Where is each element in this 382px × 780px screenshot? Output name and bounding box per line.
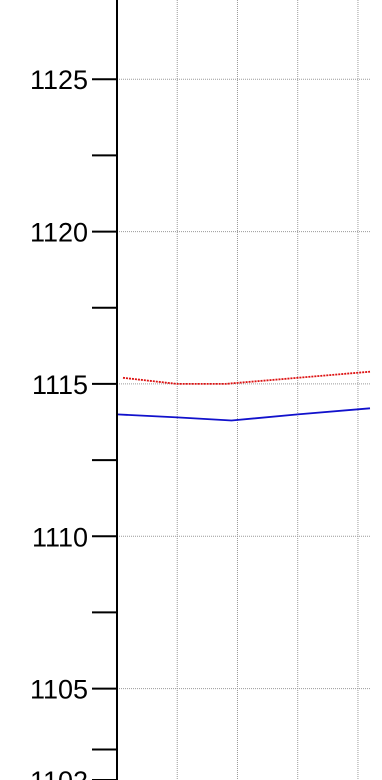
y-tick-label: 1125 xyxy=(30,65,88,95)
series-lines xyxy=(116,370,371,422)
series-line-2 xyxy=(116,407,371,422)
y-axis-tick-labels: 1125 1120 1115 1110 1105 1102 xyxy=(30,65,88,780)
y-tick-label: 1110 xyxy=(32,522,88,552)
series-line-1 xyxy=(122,370,371,385)
y-tick-label: 1120 xyxy=(30,218,88,248)
y-tick-label: 1105 xyxy=(30,675,88,705)
y-tick-label: 1115 xyxy=(32,370,88,400)
grid-lines xyxy=(117,0,370,780)
y-axis-ticks xyxy=(92,78,117,780)
y-tick-label: 1102 xyxy=(30,766,88,780)
